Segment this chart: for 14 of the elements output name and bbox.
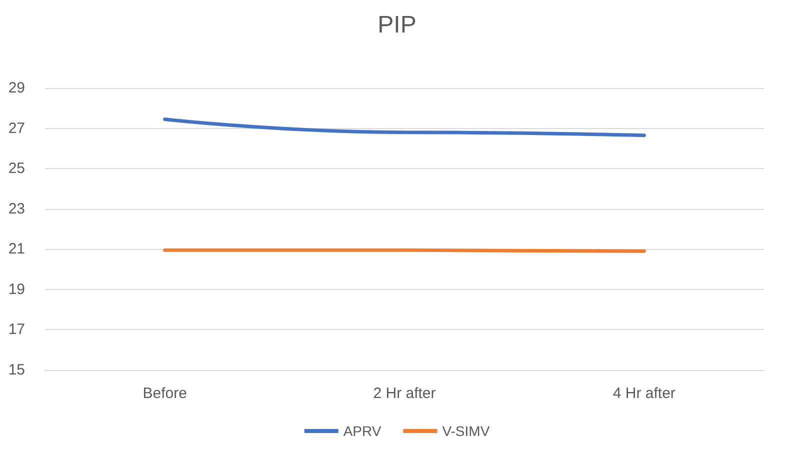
y-tick-label: 29 [8, 80, 25, 96]
y-tick-label: 23 [8, 200, 25, 218]
chart-title: PIP [378, 12, 416, 38]
x-tick-label: Before [142, 385, 187, 402]
y-tick-label: 19 [8, 280, 25, 298]
legend-label: APRV [343, 423, 382, 439]
x-tick-label: 2 Hr after [373, 385, 436, 402]
y-tick-label: 25 [8, 160, 25, 178]
y-tick-label: 27 [8, 120, 25, 137]
y-tick-label: 21 [8, 240, 25, 258]
legend-label: V-SIMV [442, 423, 490, 439]
y-tick-label: 15 [8, 362, 25, 378]
y-tick-label: 17 [8, 321, 25, 338]
x-tick-label: 4 Hr after [612, 385, 676, 402]
